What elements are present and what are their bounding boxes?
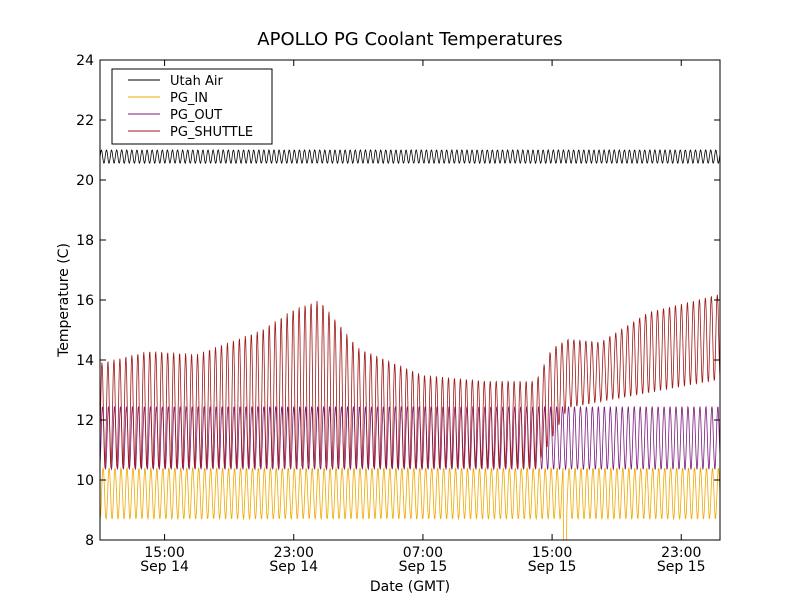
series-layer [99, 149, 721, 541]
legend-label: Utah Air [170, 74, 223, 89]
x-tick-date-label: Sep 15 [528, 559, 577, 575]
series-line-pg-in [99, 466, 721, 541]
x-tick-date-label: Sep 14 [269, 559, 318, 575]
legend-label: PG_OUT [170, 108, 222, 123]
y-tick-label: 16 [76, 293, 94, 309]
x-tick-time-label: 23:00 [274, 545, 314, 561]
legend-label: PG_IN [170, 91, 208, 106]
y-tick-label: 12 [76, 413, 94, 429]
y-tick-label: 24 [76, 53, 94, 69]
series-line-pg-out [99, 405, 721, 471]
legend: Utah Air PG_IN PG_OUT PG_SHUTTLE [111, 68, 273, 145]
x-tick-time-label: 15:00 [144, 545, 184, 561]
x-axis-label: Date (GMT) [370, 579, 450, 595]
legend-label: PG_SHUTTLE [170, 125, 253, 140]
x-tick-date-label: Sep 15 [657, 559, 706, 575]
x-tick-time-label: 15:00 [532, 545, 572, 561]
x-tick-time-label: 23:00 [661, 545, 701, 561]
y-axis: 8 10 12 14 16 18 20 22 24 [76, 53, 720, 549]
x-tick-date-label: Sep 15 [399, 559, 448, 575]
y-tick-label: 8 [85, 533, 94, 549]
y-tick-label: 22 [76, 113, 94, 129]
y-axis-label: Temperature (C) [56, 243, 72, 358]
series-line-utah-air [99, 149, 721, 165]
y-tick-label: 14 [76, 353, 94, 369]
x-tick-date-label: Sep 14 [140, 559, 189, 575]
x-tick-time-label: 07:00 [403, 545, 443, 561]
y-tick-label: 10 [76, 473, 94, 489]
series-line-pg-shuttle [99, 294, 721, 469]
chart-title: APOLLO PG Coolant Temperatures [257, 29, 562, 50]
y-tick-label: 18 [76, 233, 94, 249]
y-tick-label: 20 [76, 173, 94, 189]
